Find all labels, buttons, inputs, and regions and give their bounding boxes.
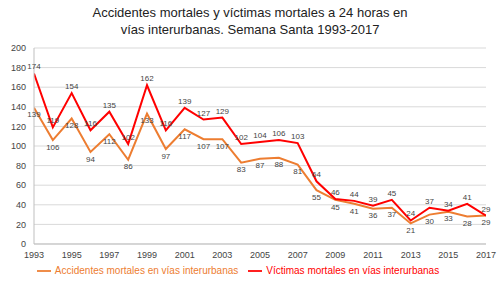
html-text:Accidentes mortales y víctimas: Accidentes mortales y víctimas mortales …: [92, 5, 408, 37]
svg-text:107: 107: [216, 142, 230, 151]
svg-text:162: 162: [140, 74, 154, 83]
svg-text:45: 45: [331, 203, 340, 212]
svg-text:1993: 1993: [24, 250, 44, 260]
svg-text:117: 117: [178, 132, 191, 141]
svg-text:200: 200: [11, 43, 26, 53]
svg-text:33: 33: [444, 214, 453, 223]
svg-text:55: 55: [312, 193, 321, 202]
html-text:Accidentes mortales en vías in: Accidentes mortales en vías interurbanas: [54, 264, 239, 276]
svg-text:2001: 2001: [175, 250, 195, 260]
svg-text:64: 64: [312, 170, 321, 179]
svg-text:140: 140: [11, 102, 26, 112]
svg-text:37: 37: [387, 210, 396, 219]
svg-text:24: 24: [406, 209, 415, 218]
svg-text:2013: 2013: [401, 250, 421, 260]
svg-text:46: 46: [331, 188, 340, 197]
svg-text:45: 45: [387, 189, 396, 198]
svg-text:1999: 1999: [137, 250, 157, 260]
svg-text:60: 60: [16, 180, 26, 190]
svg-text:120: 120: [11, 122, 26, 132]
svg-text:2011: 2011: [363, 250, 382, 260]
html-text:Víctimas mortales en vías inte: Víctimas mortales en vías interurbanas: [266, 264, 440, 276]
svg-text:174: 174: [27, 62, 41, 71]
svg-text:100: 100: [11, 141, 26, 151]
svg-text:2003: 2003: [212, 250, 232, 260]
svg-text:86: 86: [124, 162, 133, 171]
svg-text:28: 28: [463, 219, 472, 228]
svg-text:39: 39: [369, 195, 378, 204]
svg-text:128: 128: [65, 121, 79, 130]
svg-text:139: 139: [178, 97, 192, 106]
svg-text:30: 30: [425, 217, 434, 226]
svg-text:81: 81: [293, 167, 302, 176]
svg-text:2009: 2009: [325, 250, 345, 260]
svg-text:2017: 2017: [476, 250, 492, 260]
svg-text:102: 102: [121, 133, 135, 142]
svg-text:0: 0: [21, 239, 26, 249]
svg-text:41: 41: [350, 207, 359, 216]
svg-text:116: 116: [159, 119, 172, 128]
svg-text:29: 29: [482, 218, 491, 227]
svg-text:133: 133: [140, 116, 154, 125]
svg-text:21: 21: [406, 226, 415, 235]
svg-text:87: 87: [256, 161, 265, 170]
svg-text:129: 129: [216, 107, 230, 116]
svg-text:29: 29: [482, 205, 491, 214]
svg-text:127: 127: [197, 109, 211, 118]
svg-text:88: 88: [274, 160, 283, 169]
svg-text:1997: 1997: [99, 250, 119, 260]
svg-text:104: 104: [253, 131, 267, 140]
svg-text:20: 20: [16, 220, 26, 230]
svg-text:154: 154: [65, 82, 79, 91]
svg-text:40: 40: [16, 200, 26, 210]
svg-text:160: 160: [11, 82, 26, 92]
svg-text:94: 94: [86, 155, 95, 164]
svg-text:37: 37: [425, 197, 434, 206]
svg-text:2005: 2005: [250, 250, 270, 260]
svg-text:44: 44: [350, 190, 359, 199]
svg-text:1995: 1995: [62, 250, 82, 260]
svg-text:102: 102: [234, 133, 248, 142]
svg-text:112: 112: [103, 137, 116, 146]
svg-text:36: 36: [369, 211, 378, 220]
svg-text:97: 97: [161, 152, 170, 161]
svg-text:119: 119: [46, 116, 59, 125]
svg-text:180: 180: [11, 63, 26, 73]
svg-text:106: 106: [46, 143, 60, 152]
svg-text:106: 106: [272, 129, 286, 138]
svg-text:139: 139: [27, 110, 41, 119]
svg-text:116: 116: [84, 119, 97, 128]
svg-text:83: 83: [237, 165, 246, 174]
svg-text:2007: 2007: [288, 250, 308, 260]
svg-text:103: 103: [291, 132, 305, 141]
svg-text:107: 107: [197, 142, 211, 151]
svg-text:135: 135: [103, 101, 117, 110]
svg-text:2015: 2015: [438, 250, 458, 260]
svg-text:41: 41: [463, 193, 472, 202]
svg-text:34: 34: [444, 200, 453, 209]
svg-text:80: 80: [16, 161, 26, 171]
